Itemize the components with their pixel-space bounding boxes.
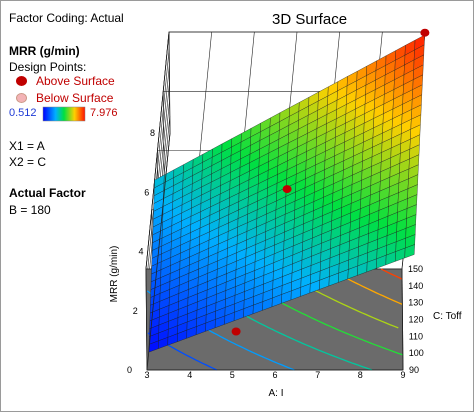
x-tick-label: 7 — [315, 370, 320, 380]
y-tick-label: 90 — [409, 365, 419, 375]
x-tick-label: 5 — [230, 370, 235, 380]
chart-title: 3D Surface — [272, 11, 348, 28]
z-tick-label: 0 — [127, 365, 132, 375]
actual-factor-value: B = 180 — [9, 203, 51, 217]
y-tick-label: 100 — [409, 348, 424, 358]
x-tick-label: 4 — [187, 370, 192, 380]
y-gridline — [145, 31, 170, 270]
x2-mapping: X2 = C — [9, 155, 47, 169]
above-surface-marker — [16, 76, 27, 86]
design-point — [420, 28, 430, 37]
below-surface-label: Below Surface — [36, 91, 114, 105]
y-axis-title: C: Toff — [433, 311, 462, 322]
box-edge — [146, 132, 171, 371]
factor-coding-label: Factor Coding: Actual — [9, 11, 124, 25]
x-axis-title: A: I — [268, 388, 283, 399]
y-tick-label: 130 — [408, 298, 423, 308]
z-tick-label: 6 — [144, 187, 149, 197]
x-tick-label: 3 — [144, 370, 149, 380]
design-point — [231, 327, 241, 336]
y-tick-label: 150 — [408, 264, 423, 274]
legend-below-surface: Below Surface — [16, 91, 113, 105]
y-tick-label: 120 — [409, 315, 424, 325]
scale-min-label: 0.512 — [9, 107, 37, 119]
z-tick-label: 4 — [138, 247, 143, 257]
y-gridline — [145, 48, 170, 286]
z-axis-title: MRR (g/min) — [109, 246, 120, 303]
contour-line — [380, 268, 403, 280]
scale-max-label: 7.976 — [90, 107, 118, 119]
z-tick-label: 2 — [133, 306, 138, 316]
x-tick-label: 9 — [400, 370, 405, 380]
design-points-label: Design Points: — [9, 60, 87, 74]
x1-mapping: X1 = A — [9, 139, 45, 153]
design-point — [282, 185, 292, 194]
x-tick-label: 6 — [272, 370, 277, 380]
z-tick-label: 8 — [150, 128, 155, 138]
y-tick-label: 140 — [408, 281, 423, 291]
response-label: MRR (g/min) — [9, 44, 80, 58]
legend-above-surface: Above Surface — [16, 74, 115, 88]
below-surface-marker — [16, 93, 27, 103]
x-tick-label: 8 — [358, 370, 363, 380]
box-edge — [401, 268, 404, 371]
above-surface-label: Above Surface — [36, 74, 115, 88]
surface-cell — [404, 244, 415, 259]
actual-factor-heading: Actual Factor — [9, 186, 86, 200]
y-tick-label: 110 — [409, 331, 423, 341]
color-scale-bar — [42, 106, 86, 122]
